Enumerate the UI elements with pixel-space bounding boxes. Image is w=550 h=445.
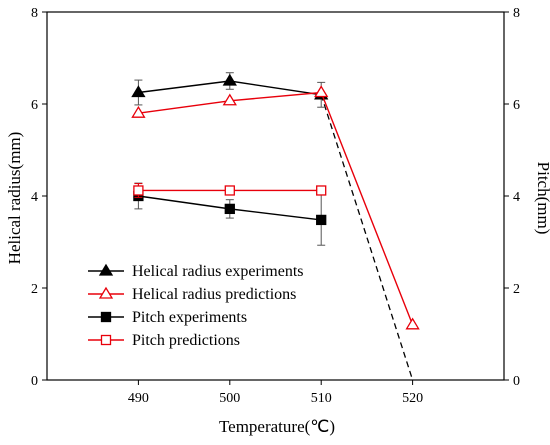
y-axis-title-left: Helical radius(mm) <box>5 132 24 265</box>
data-point <box>131 105 146 118</box>
data-point <box>222 93 237 106</box>
data-point <box>314 85 329 98</box>
legend-item: Helical radius predictions <box>88 286 296 303</box>
y-tick-label-left: 0 <box>31 374 38 389</box>
x-tick-label: 510 <box>311 391 332 406</box>
axis-ticks <box>42 11 509 385</box>
y-tick-label-right: 6 <box>513 98 520 113</box>
y-tick-label-right: 4 <box>513 190 520 205</box>
legend-label: Helical radius experiments <box>132 263 304 280</box>
series-line <box>138 91 414 326</box>
y-tick-label-right: 0 <box>513 374 520 389</box>
data-point <box>405 317 420 330</box>
legend-marker <box>100 334 112 346</box>
data-point <box>224 185 235 196</box>
x-tick-label: 500 <box>219 391 240 406</box>
data-point <box>316 214 327 226</box>
legend-item: Helical radius experiments <box>88 263 304 280</box>
x-tick-label: 520 <box>402 391 423 406</box>
plot-area <box>46 11 505 381</box>
legend-marker <box>98 286 114 299</box>
y-axis-title-right: Pitch(mm) <box>534 162 550 235</box>
data-point <box>133 185 144 196</box>
y-tick-label-right: 2 <box>513 282 520 297</box>
series-2 <box>131 85 420 330</box>
legend-item: Pitch experiments <box>88 309 247 326</box>
series-4 <box>133 183 327 198</box>
legend: Helical radius experiments Helical radius… <box>88 263 304 349</box>
data-point <box>131 85 146 98</box>
y-tick-label-left: 2 <box>31 282 38 297</box>
y-tick-label-right: 8 <box>513 6 520 21</box>
y-tick-label-left: 6 <box>31 98 38 113</box>
legend-label: Pitch experiments <box>132 309 247 326</box>
plot-border <box>46 11 505 381</box>
data-point <box>316 185 327 196</box>
y-tick-label-left: 8 <box>31 6 38 21</box>
y-tick-label-left: 4 <box>31 190 38 205</box>
series-layer <box>131 72 420 381</box>
x-axis-title: Temperature(℃) <box>219 417 335 436</box>
legend-marker <box>98 263 114 276</box>
legend-label: Pitch predictions <box>132 332 240 349</box>
data-point <box>222 73 237 86</box>
legend-item: Pitch predictions <box>88 332 240 349</box>
legend-marker <box>100 311 112 323</box>
tick-labels: 490 500 510 520 0 0 2 2 4 4 6 6 8 8 <box>31 6 520 406</box>
data-point <box>224 203 235 215</box>
extrapolation-line <box>320 94 414 381</box>
legend-label: Helical radius predictions <box>132 286 296 303</box>
x-tick-label: 490 <box>128 391 149 406</box>
